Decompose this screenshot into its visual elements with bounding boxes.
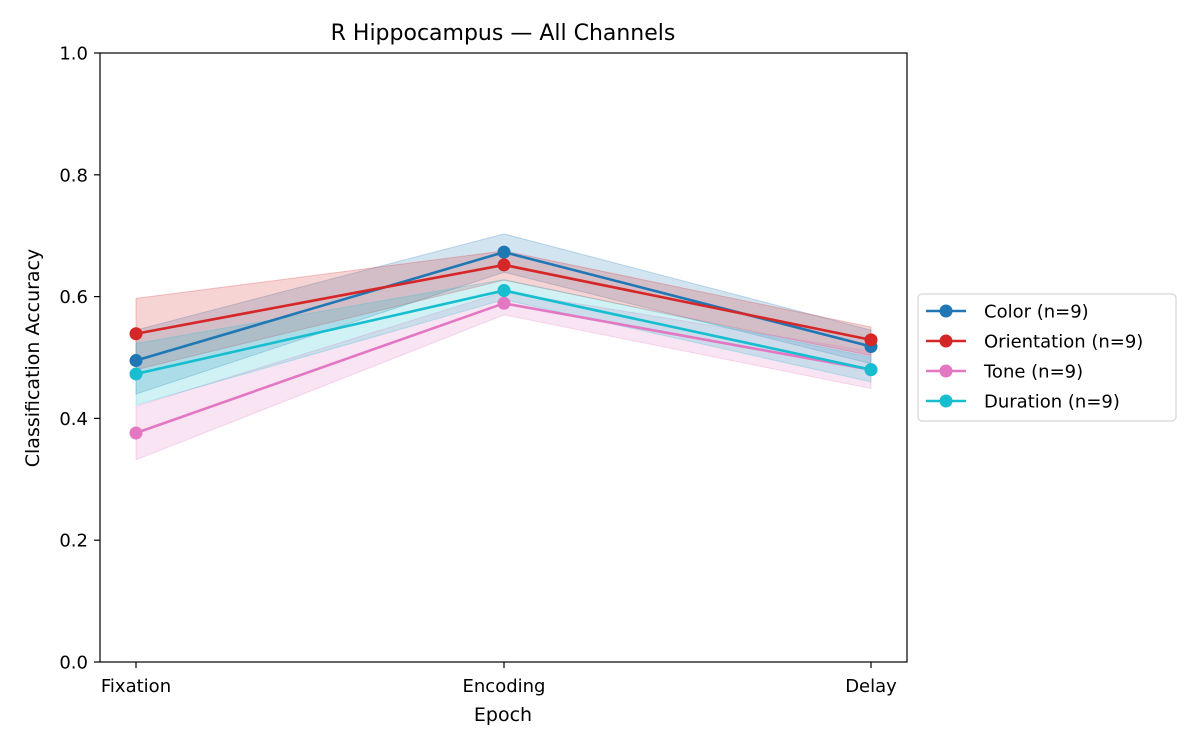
x-tick-label: Fixation	[101, 676, 171, 697]
x-tick-label: Encoding	[463, 676, 546, 697]
point-color	[129, 354, 143, 368]
legend-label-orientation: Orientation (n=9)	[984, 332, 1143, 353]
y-tick-label: 1.0	[59, 44, 88, 65]
legend: Color (n=9) Orientation (n=9) Tone (n=9) Du…	[917, 293, 1177, 422]
y-axis-label: Classification Accuracy	[22, 249, 44, 468]
x-tick-label: Delay	[845, 676, 897, 697]
point-tone	[129, 426, 143, 440]
x-axis: Fixation Encoding Delay	[101, 662, 897, 697]
legend-marker-orientation	[939, 334, 953, 348]
legend-label-duration: Duration (n=9)	[984, 392, 1120, 413]
legend-marker-duration	[939, 394, 953, 408]
point-orientation	[497, 258, 511, 272]
y-tick-label: 0.6	[59, 287, 88, 308]
y-tick-label: 0.2	[59, 531, 88, 552]
series-points	[129, 245, 878, 440]
point-orientation	[129, 327, 143, 341]
legend-label-color: Color (n=9)	[984, 302, 1089, 323]
point-duration	[129, 367, 143, 381]
y-tick-label: 0.8	[59, 165, 88, 186]
point-duration	[497, 284, 511, 298]
y-tick-label: 0.4	[59, 409, 88, 430]
y-axis: 0.0 0.2 0.4 0.6 0.8 1.0	[59, 44, 100, 674]
chart-title: R Hippocampus — All Channels	[331, 21, 676, 46]
x-axis-label: Epoch	[474, 704, 532, 726]
legend-label-tone: Tone (n=9)	[983, 362, 1083, 383]
y-tick-label: 0.0	[59, 653, 88, 674]
point-tone	[497, 296, 511, 310]
point-orientation	[864, 333, 878, 347]
point-duration	[864, 363, 878, 377]
legend-box	[917, 293, 1177, 422]
point-color	[497, 245, 511, 259]
legend-marker-tone	[939, 364, 953, 378]
legend-marker-color	[939, 304, 953, 318]
